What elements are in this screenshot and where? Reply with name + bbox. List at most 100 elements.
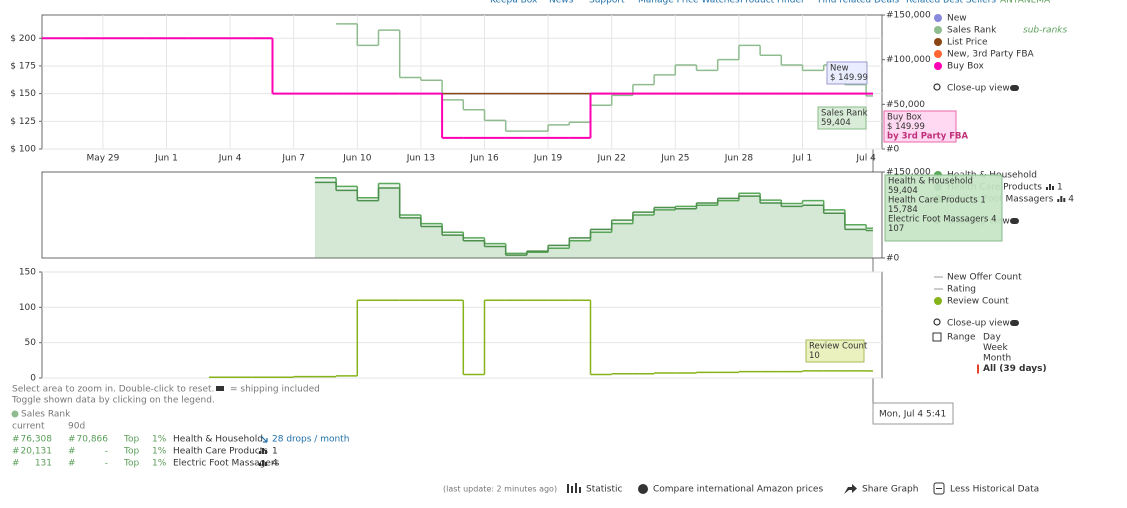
area-segment bbox=[696, 205, 718, 258]
table-cell: 4 bbox=[272, 459, 278, 469]
area-segment bbox=[590, 232, 612, 258]
table-header: 90d bbox=[68, 422, 85, 432]
truck-icon bbox=[216, 386, 224, 391]
range-option[interactable]: Day bbox=[983, 333, 1001, 343]
legend-entry[interactable]: New Offer Count bbox=[947, 273, 1022, 283]
table-cell: 1% bbox=[152, 435, 167, 445]
y-tick-label: 100 bbox=[19, 303, 36, 313]
footer-link[interactable]: Share Graph bbox=[862, 485, 918, 495]
table-cell: 20,131 bbox=[21, 447, 53, 457]
y-tick-label: $ 150 bbox=[10, 89, 36, 99]
legend-entry[interactable]: New, 3rd Party FBA bbox=[947, 50, 1034, 60]
last-update: (last update: 2 minutes ago) bbox=[443, 485, 557, 494]
y-tick-label: $ 200 bbox=[10, 34, 36, 44]
nav-link[interactable]: Support bbox=[589, 0, 625, 6]
legend-entry[interactable]: Rating bbox=[947, 285, 976, 295]
footer-link[interactable]: Compare international Amazon prices bbox=[653, 485, 823, 495]
x-tick-label: May 29 bbox=[86, 154, 119, 164]
footer-link[interactable]: Less Historical Data bbox=[950, 485, 1039, 495]
area-segment bbox=[590, 229, 612, 258]
tooltip-text: 59,404 bbox=[821, 118, 851, 128]
area-segment bbox=[420, 223, 443, 258]
range-option[interactable]: Month bbox=[983, 354, 1011, 364]
table-cell: 1% bbox=[152, 459, 167, 469]
table-cell: - bbox=[105, 447, 108, 457]
legend-marker bbox=[934, 62, 942, 70]
x-tick-label: Jun 13 bbox=[406, 154, 435, 164]
area-segment bbox=[314, 182, 337, 258]
area-segment bbox=[611, 220, 633, 258]
table-cell: # bbox=[12, 459, 20, 469]
y2-tick-label: #100,000 bbox=[886, 55, 931, 65]
area-segment bbox=[675, 206, 697, 258]
area-segment bbox=[844, 229, 867, 258]
less-icon bbox=[933, 482, 945, 495]
toggle-switch bbox=[1010, 218, 1019, 224]
tooltip-text: Health Care Products 1 bbox=[888, 196, 986, 206]
area-segment bbox=[802, 200, 824, 258]
range-option[interactable]: All (39 days) bbox=[983, 364, 1047, 374]
legend-entry[interactable]: Buy Box bbox=[947, 62, 984, 72]
sales-rank-title: Sales Rank bbox=[21, 410, 71, 420]
close-up-toggle[interactable]: Close-up view bbox=[947, 84, 1010, 94]
tooltip-text: Sales Rank bbox=[821, 109, 868, 119]
crosshair-box bbox=[872, 402, 954, 425]
tooltip-text: Electric Foot Massagers 4 bbox=[888, 215, 997, 225]
share-icon bbox=[844, 484, 857, 494]
nav-link[interactable]: Related Best Sellers bbox=[906, 0, 996, 6]
area-segment bbox=[336, 190, 358, 258]
x-tick-label: Jun 25 bbox=[660, 154, 689, 164]
area-segment bbox=[738, 193, 761, 258]
table-cell: # bbox=[12, 435, 20, 445]
tooltip-text: $ 149.99 bbox=[830, 73, 868, 83]
nav-link[interactable]: News bbox=[549, 0, 574, 6]
close-up-toggle[interactable]: Close-up view bbox=[947, 319, 1010, 329]
tooltip-text: Health & Household bbox=[888, 177, 973, 187]
nav-link[interactable]: ANYANEMA bbox=[1000, 0, 1051, 6]
area-segment bbox=[399, 217, 421, 258]
legend-entry[interactable]: Sales Rank bbox=[947, 26, 997, 36]
area-segment bbox=[654, 207, 676, 258]
legend-entry[interactable]: Review Count bbox=[947, 297, 1009, 307]
area-segment bbox=[866, 228, 873, 258]
legend-entry[interactable]: New bbox=[947, 14, 967, 24]
nav-link[interactable]: Keepa Box bbox=[490, 0, 538, 6]
area-segment bbox=[399, 215, 421, 258]
sub-ranks-toggle[interactable]: sub-ranks bbox=[1023, 26, 1067, 36]
area-segment bbox=[357, 197, 379, 258]
tooltip-text: Buy Box bbox=[887, 113, 922, 123]
x-tick-label: Jun 28 bbox=[724, 154, 754, 164]
area-segment bbox=[442, 235, 464, 258]
magnifier-icon bbox=[933, 318, 941, 326]
area-segment bbox=[717, 200, 739, 258]
legend-note: 4 bbox=[1068, 195, 1074, 205]
tooltip-text: 59,404 bbox=[888, 186, 918, 196]
table-cell: Top bbox=[123, 447, 139, 457]
table-cell: 70,866 bbox=[77, 435, 109, 445]
tooltip-text: $ 149.99 bbox=[887, 122, 925, 132]
tooltip-text: New bbox=[830, 64, 849, 74]
area-segment bbox=[844, 224, 867, 258]
x-tick-label: Jun 22 bbox=[597, 154, 626, 164]
area-segment bbox=[505, 255, 527, 258]
table-cell: # bbox=[68, 459, 76, 469]
tooltip-text: 15,784 bbox=[888, 205, 918, 215]
x-tick-label: Jun 7 bbox=[281, 154, 305, 164]
table-cell: 1 bbox=[272, 447, 278, 457]
nav-link[interactable]: Find related Deals bbox=[818, 0, 899, 6]
area-segment bbox=[781, 206, 803, 258]
y-tick-label: $ 125 bbox=[10, 117, 36, 127]
nav-link[interactable]: Product Finder bbox=[740, 0, 805, 6]
area-segment bbox=[654, 209, 676, 258]
x-tick-label: Jun 10 bbox=[342, 154, 372, 164]
range-option[interactable]: Week bbox=[983, 343, 1008, 353]
magnifier-icon bbox=[933, 83, 941, 91]
tooltip-box bbox=[883, 110, 957, 143]
area-segment bbox=[463, 240, 485, 258]
x-tick-label: Jun 19 bbox=[533, 154, 563, 164]
legend-entry[interactable]: List Price bbox=[947, 38, 988, 48]
globe-icon bbox=[638, 484, 648, 494]
footer-link[interactable]: Statistic bbox=[586, 485, 623, 495]
nav-link[interactable]: Manage Price Watches bbox=[638, 0, 740, 6]
area-segment bbox=[738, 196, 761, 258]
